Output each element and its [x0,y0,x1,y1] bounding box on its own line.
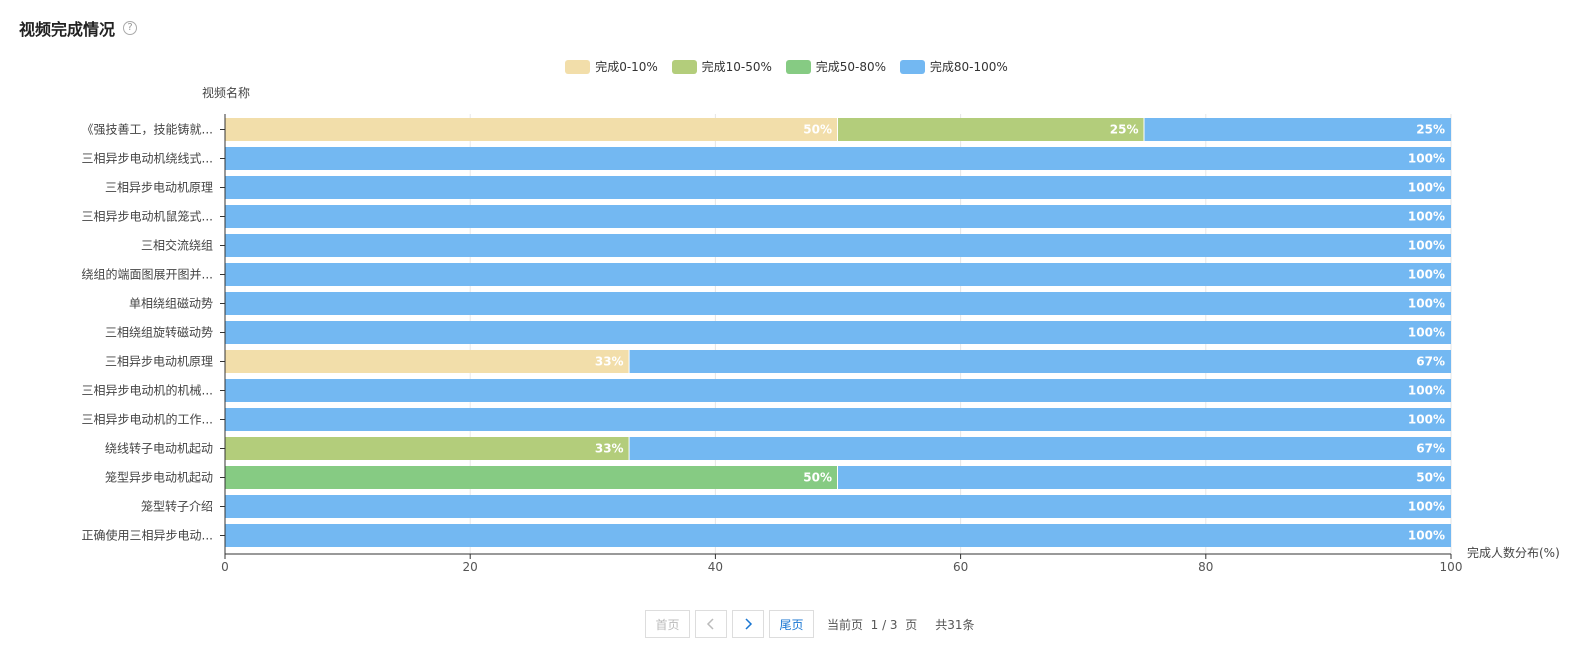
y-category-label: 单相绕组磁动势 [129,296,213,311]
data-label: 67% [1416,355,1445,369]
chevron-right-icon [745,618,753,630]
bar-segment[interactable] [225,408,1451,431]
legend-label: 完成50-80% [815,60,887,74]
chart-legend: 完成0-10% 完成10-50% 完成50-80% 完成80-100% [0,58,1573,75]
legend-swatch [785,59,811,74]
bar-segment[interactable] [225,437,629,460]
x-tick-label: 40 [708,560,723,574]
y-category-label: 绕组的端面图展开图并... [82,267,213,282]
data-label: 50% [803,471,832,485]
y-category-label: 绕线转子电动机起动 [105,441,213,456]
total-count: 共31条 [935,617,975,632]
data-label: 50% [1416,471,1445,485]
data-label: 25% [1110,123,1139,137]
y-category-label: 笼型转子介绍 [141,499,213,514]
page-title: 视频完成情况 [19,20,116,39]
bar-segment[interactable] [225,205,1451,228]
legend-swatch [899,59,925,74]
stacked-bar-chart: 50% 25% 25% 100% 100% 100% 100% 100% 100% 100% 33%… [82,85,1560,574]
bar-segment[interactable] [225,321,1451,344]
legend-item-80-100[interactable]: 完成80-100% [899,58,1008,75]
data-label: 100% [1408,297,1445,311]
data-label: 100% [1408,152,1445,166]
data-label: 100% [1408,268,1445,282]
x-tick-label: 0 [221,560,229,574]
legend-label: 完成0-10% [595,60,658,74]
data-label: 67% [1416,442,1445,456]
y-axis-title: 视频名称 [202,85,250,100]
y-category-label: 三相异步电动机原理 [105,355,213,369]
x-axis-title: 完成人数分布(%) [1467,545,1560,560]
legend-swatch [565,59,591,74]
help-icon[interactable]: ? [123,21,137,35]
y-category-label: 三相异步电动机绕线式... [82,152,213,166]
data-label: 100% [1408,210,1445,224]
x-tick-label: 20 [463,560,478,574]
data-label: 100% [1408,181,1445,195]
y-category-label: 三相绕组旋转磁动势 [105,325,213,340]
y-category-label: 正确使用三相异步电动... [82,528,213,543]
pagination: 首页 尾页 当前页 1 / 3 页 共31条 [645,609,974,639]
bar-segment[interactable] [225,118,837,141]
bar-segment[interactable] [225,234,1451,257]
data-label: 25% [1416,123,1445,137]
y-category-label: 三相异步电动机的工作... [82,412,213,427]
page-info: 当前页 1 / 3 页 [827,617,918,632]
bar-segment[interactable] [225,350,629,373]
bar-segment[interactable] [1144,118,1452,141]
x-tick-label: 100 [1440,560,1463,574]
data-label: 100% [1408,413,1445,427]
data-label: 100% [1408,500,1445,514]
y-category-label: 笼型异步电动机起动 [105,470,213,485]
bar-segment[interactable] [838,466,1451,489]
bar-segment[interactable] [225,379,1451,402]
legend-item-10-50[interactable]: 完成10-50% [671,58,772,75]
data-label: 33% [595,355,624,369]
chevron-left-icon [706,618,714,630]
x-tick-label: 60 [953,560,968,574]
y-category-label: 三相交流绕组 [141,238,213,253]
data-label: 100% [1408,529,1445,543]
legend-swatch [671,59,697,74]
data-label: 50% [803,123,832,137]
y-category-label: 《强技善工，技能铸就... [82,122,213,137]
bar-segment[interactable] [225,147,1451,170]
y-category-label: 三相异步电动机原理 [105,181,213,195]
legend-label: 完成80-100% [929,60,1008,74]
data-label: 33% [595,442,624,456]
data-label: 100% [1408,239,1445,253]
last-page-button[interactable]: 尾页 [769,610,814,638]
prev-page-button[interactable] [695,610,727,638]
bar-segment[interactable] [838,118,1144,141]
bar-segment[interactable] [629,437,1451,460]
x-tick-label: 80 [1198,560,1213,574]
y-category-label: 三相异步电动机鼠笼式... [82,209,213,224]
bar-segment[interactable] [225,466,837,489]
next-page-button[interactable] [732,610,764,638]
y-category-label: 三相异步电动机的机械... [82,383,213,398]
bar-segment[interactable] [225,292,1451,315]
legend-item-0-10[interactable]: 完成0-10% [565,58,658,75]
data-label: 100% [1408,384,1445,398]
legend-item-50-80[interactable]: 完成50-80% [785,58,887,75]
bar-segment[interactable] [225,176,1451,199]
bar-segment[interactable] [225,495,1451,518]
data-label: 100% [1408,326,1445,340]
legend-label: 完成10-50% [701,60,772,74]
bar-segment[interactable] [629,350,1451,373]
first-page-button[interactable]: 首页 [645,610,690,638]
bar-segment[interactable] [225,263,1451,286]
bar-segment[interactable] [225,524,1451,547]
